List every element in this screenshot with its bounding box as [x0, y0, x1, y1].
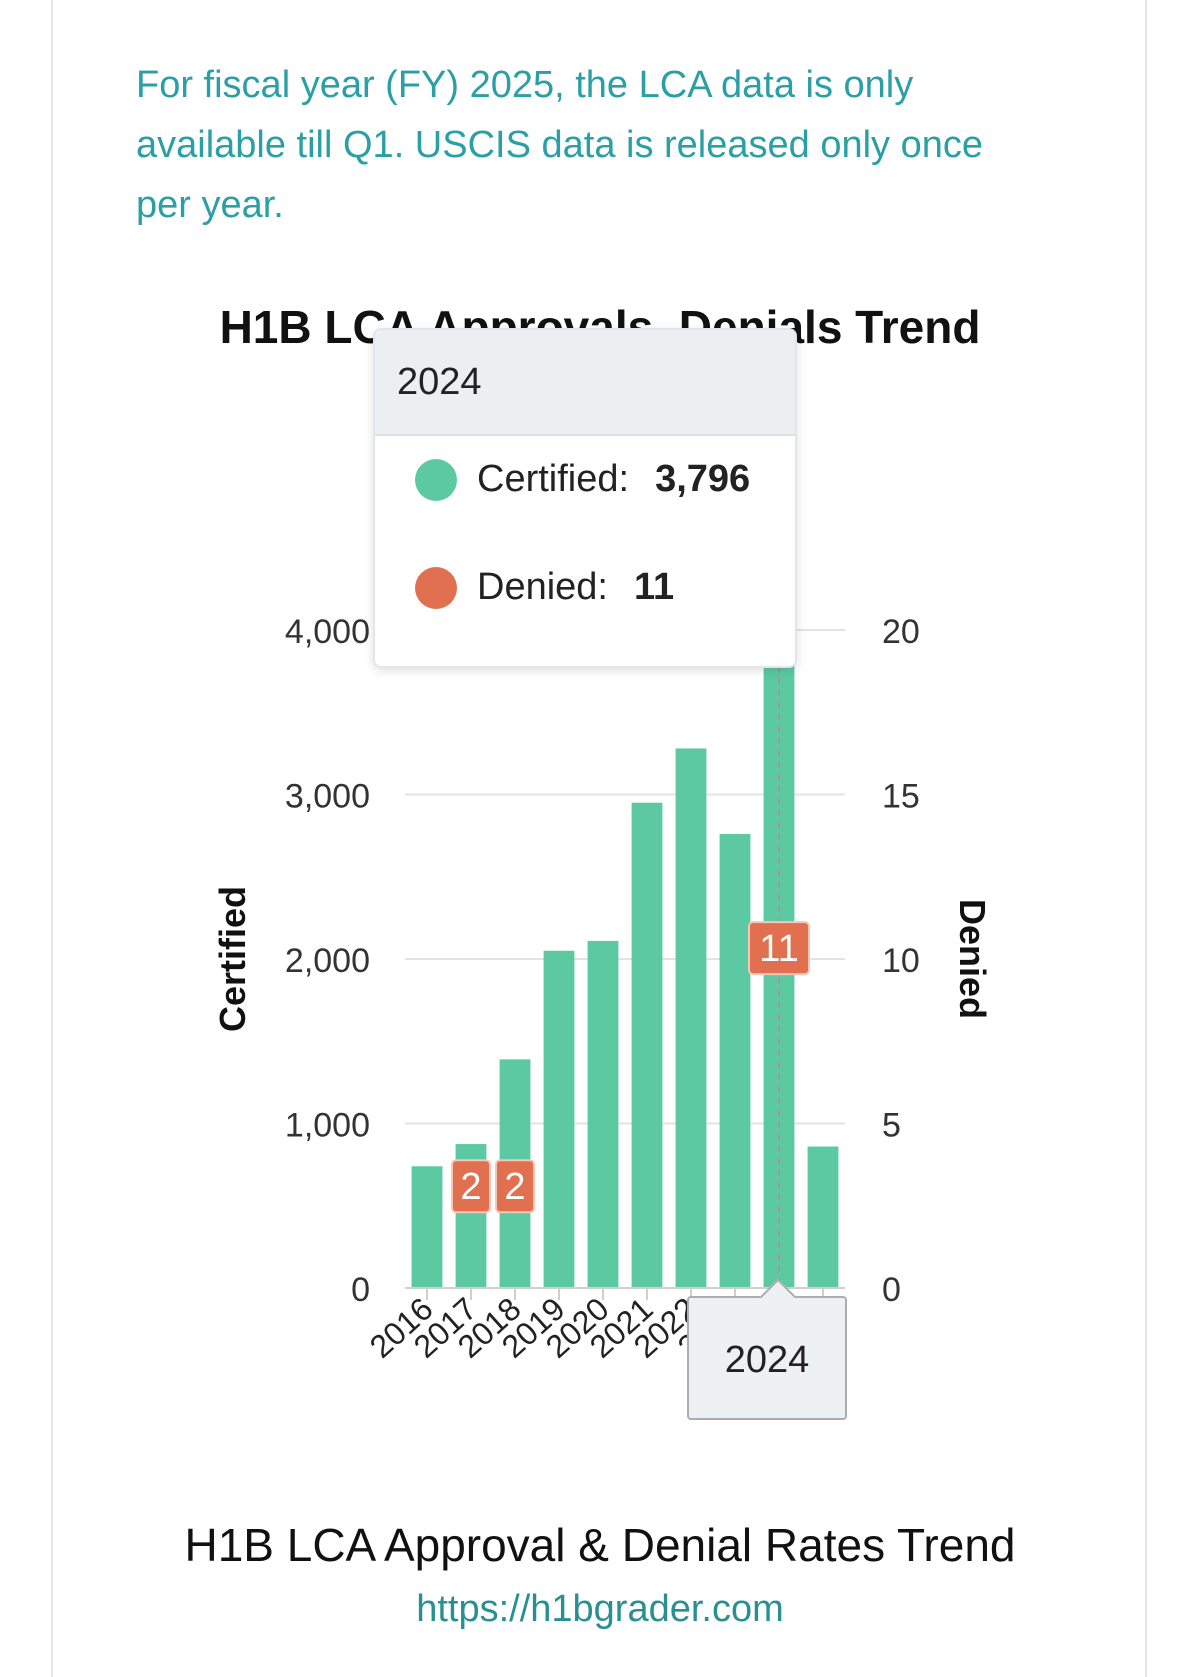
- x-axis-tooltip: 2024: [687, 1278, 847, 1420]
- hover-tooltip: 2024 Certified: 3,796 Denied: 11: [373, 328, 797, 668]
- tooltip-value: 11: [633, 566, 675, 608]
- fy-notice: For fiscal year (FY) 2025, the LCA data …: [136, 64, 984, 226]
- data-labels: 2 2 11: [451, 921, 810, 1214]
- y-tick-label-left: 1,000: [285, 1107, 370, 1145]
- chart-card: [51, 0, 1147, 1677]
- denied-data-label: 2: [460, 1166, 481, 1208]
- denied-data-label: 2: [504, 1166, 525, 1208]
- bar-certified-2020[interactable]: [587, 940, 619, 1288]
- y-axis-title-left: Certified: [212, 886, 253, 1032]
- denied-label-box: [495, 1159, 535, 1214]
- tooltip-value: 3,796: [655, 458, 751, 500]
- certified-dot-icon: [415, 458, 457, 501]
- tooltip-row-certified: Certified: 3,796: [415, 458, 750, 501]
- y-tick-label-right: 20: [882, 613, 920, 651]
- tooltip-row-denied: Denied: 11: [415, 566, 674, 609]
- bar-certified-2016[interactable]: [411, 1166, 443, 1288]
- bar-certified-2021[interactable]: [631, 802, 663, 1288]
- y-tick-label-right: 10: [882, 942, 920, 980]
- denied-label-box: [451, 1159, 491, 1214]
- denied-dot-icon: [415, 566, 457, 609]
- y-tick-label-right: 0: [882, 1271, 901, 1309]
- bar-certified-2019[interactable]: [543, 950, 575, 1288]
- bars[interactable]: [411, 663, 839, 1288]
- y-axis-title-right: Denied: [952, 899, 993, 1019]
- y-tick-label-left: 4,000: [285, 613, 370, 651]
- y-tick-label-right: 5: [882, 1107, 901, 1145]
- denied-data-label: 11: [759, 928, 798, 970]
- y-tick-label-left: 2,000: [285, 942, 370, 980]
- tooltip-label: Certified:: [477, 458, 630, 500]
- bar-certified-2022[interactable]: [675, 748, 707, 1288]
- source-link[interactable]: https://h1bgrader.com: [416, 1588, 784, 1630]
- y-tick-label-right: 15: [882, 778, 920, 816]
- chart-caption: H1B LCA Approval & Denial Rates Trend: [184, 1519, 1016, 1571]
- tooltip-label: Denied:: [477, 566, 608, 608]
- y-tick-label-left: 3,000: [285, 778, 370, 816]
- tooltip-header: 2024: [375, 330, 795, 436]
- x-axis-tooltip-label: 2024: [724, 1339, 810, 1381]
- y-tick-label-left: 0: [351, 1271, 370, 1309]
- bar-certified-2025[interactable]: [807, 1146, 839, 1288]
- bar-certified-2023[interactable]: [719, 833, 751, 1288]
- denied-label-box: [748, 921, 810, 976]
